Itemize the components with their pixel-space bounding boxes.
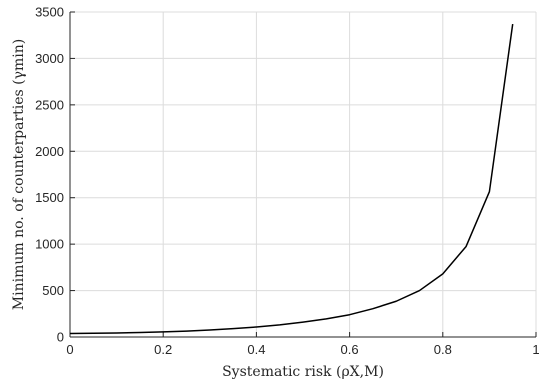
grid [69,11,537,338]
x-tick-label: 0.8 [434,342,452,357]
ticks: 0 0.2 0.4 0.6 0.8 1 0 500 1000 1500 2000 2500 3000 35… [35,5,539,358]
axes [69,12,536,338]
x-tick-label: 0.4 [247,342,265,357]
y-tick-label: 3000 [35,51,64,66]
y-tick-label: 3500 [35,5,64,20]
x-tick-label: 1 [532,342,539,357]
y-tick-label: 2500 [35,97,64,112]
series-layer [69,23,514,335]
y-tick-label: 500 [42,283,64,298]
x-tick-label: 0.6 [341,342,359,357]
y-axis-label: Minimum no. of counterparties (γmin) [11,39,27,310]
y-tick-label: 1000 [35,237,64,252]
x-tick-label: 0 [66,342,73,357]
y-tick-label: 1500 [35,190,64,205]
y-tick-label: 2000 [35,144,64,159]
x-tick-label: 0.2 [154,342,172,357]
series-line [69,23,514,335]
x-axis-label: Systematic risk (ρX,M) [222,364,384,380]
y-tick-label: 0 [57,330,64,345]
